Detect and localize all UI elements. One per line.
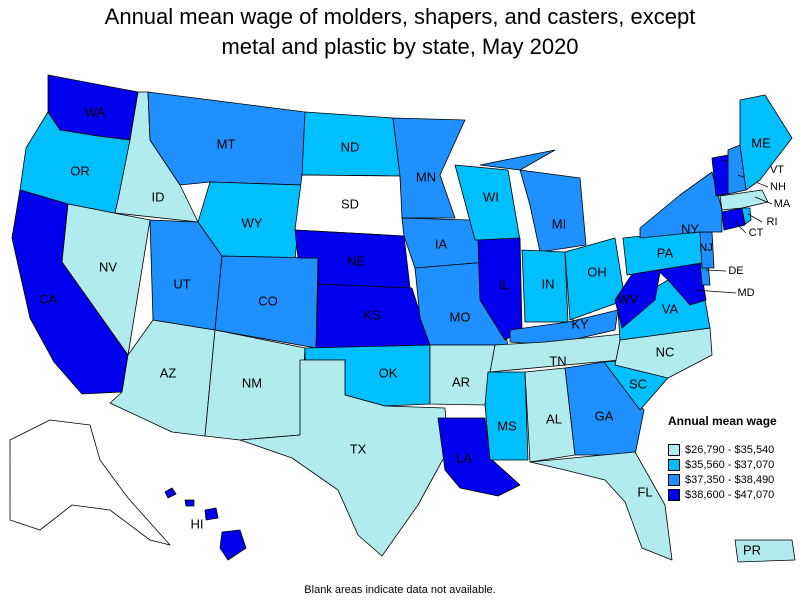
state-label-ms: MS <box>497 418 517 433</box>
label-leader-de <box>705 269 727 272</box>
label-leader-ma <box>754 196 773 205</box>
state-label-tx: TX <box>350 441 367 456</box>
state-label-in: IN <box>542 276 555 291</box>
state-label-sd: SD <box>341 196 359 211</box>
state-label-ga: GA <box>595 408 614 423</box>
state-label-al: AL <box>546 411 562 426</box>
state-label-nm: NM <box>242 375 262 390</box>
state-label-wv: WV <box>618 291 639 306</box>
legend-item: $26,790 - $35,540 <box>668 442 798 457</box>
state-mn <box>392 117 466 219</box>
state-label-pr: PR <box>743 542 761 557</box>
state-label-va: VA <box>662 301 679 316</box>
legend-label: $37,350 - $38,490 <box>685 473 775 486</box>
legend-label: $26,790 - $35,540 <box>685 443 775 456</box>
state-ky <box>509 309 619 346</box>
state-label-me: ME <box>751 135 771 150</box>
state-mi <box>479 149 587 253</box>
state-label-tn: TN <box>549 353 566 368</box>
legend-title: Annual mean wage <box>668 414 777 428</box>
state-ny <box>639 171 723 239</box>
legend-item: $38,600 - $47,070 <box>668 487 798 502</box>
state-ct <box>721 207 746 231</box>
map-title: Annual mean wage of molders, shapers, an… <box>0 2 800 62</box>
state-label-nd: ND <box>341 139 360 154</box>
state-label-nv: NV <box>99 259 117 274</box>
state-label-hi: HI <box>191 516 204 531</box>
legend: Annual mean wage $26,790 - $35,540 $35,5… <box>668 414 798 502</box>
state-fl <box>529 451 673 561</box>
state-label-mn: MN <box>416 169 436 184</box>
state-label-ks: KS <box>363 307 381 322</box>
state-label-mi: MI <box>552 216 566 231</box>
state-pr <box>734 539 796 563</box>
state-label-or: OR <box>70 163 90 178</box>
state-ri <box>741 207 752 225</box>
state-label-mo: MO <box>450 309 471 324</box>
label-leader-ri <box>747 213 763 223</box>
state-label-ar: AR <box>452 374 470 389</box>
state-label-ia: IA <box>435 236 448 251</box>
state-la <box>437 417 521 497</box>
legend-swatch <box>668 488 680 501</box>
legend-swatch <box>668 458 680 471</box>
state-label-id: ID <box>152 189 165 204</box>
state-label-il: IL <box>499 277 510 292</box>
state-ak <box>9 419 171 546</box>
footnote: Blank areas indicate data not available. <box>304 584 496 596</box>
state-label-de: DE <box>728 265 743 277</box>
state-label-mt: MT <box>217 136 236 151</box>
state-label-ny: NY <box>681 221 699 236</box>
state-label-md: MD <box>737 287 754 299</box>
legend-item: $37,350 - $38,490 <box>668 472 798 487</box>
legend-label: $38,600 - $47,070 <box>685 488 775 501</box>
label-leader-md <box>694 289 737 294</box>
state-label-oh: OH <box>587 264 607 279</box>
state-label-ne: NE <box>347 253 365 268</box>
state-label-ok: OK <box>379 365 398 380</box>
state-label-la: LA <box>456 450 472 465</box>
state-label-ky: KY <box>571 316 589 331</box>
state-label-wa: WA <box>85 104 106 119</box>
state-label-sc: SC <box>629 376 647 391</box>
state-label-wy: WY <box>242 215 263 230</box>
state-ga <box>564 361 645 456</box>
state-label-ct: CT <box>749 227 764 239</box>
state-label-nh: NH <box>770 181 786 193</box>
state-label-ri: RI <box>767 216 778 228</box>
legend-swatch <box>668 443 680 456</box>
title-line-2: metal and plastic by state, May 2020 <box>221 34 579 59</box>
state-ms <box>484 371 529 461</box>
label-leader-ct <box>734 221 747 234</box>
state-tx <box>239 359 449 557</box>
state-label-nc: NC <box>656 344 675 359</box>
state-label-ma: MA <box>774 198 791 210</box>
state-label-wi: WI <box>483 189 499 204</box>
state-label-ut: UT <box>173 276 190 291</box>
state-label-ca: CA <box>39 291 57 306</box>
legend-item: $35,560 - $37,070 <box>668 457 798 472</box>
legend-swatch <box>668 473 680 486</box>
state-label-fl: FL <box>637 484 652 499</box>
state-label-nj: NJ <box>699 242 712 254</box>
legend-label: $35,560 - $37,070 <box>685 458 775 471</box>
state-label-pa: PA <box>657 245 674 260</box>
title-line-1: Annual mean wage of molders, shapers, an… <box>104 4 696 29</box>
state-label-co: CO <box>258 293 278 308</box>
state-ma <box>719 189 769 211</box>
state-label-az: AZ <box>160 365 177 380</box>
state-hi <box>164 487 247 561</box>
state-me <box>739 94 793 191</box>
state-label-vt: VT <box>770 164 784 176</box>
